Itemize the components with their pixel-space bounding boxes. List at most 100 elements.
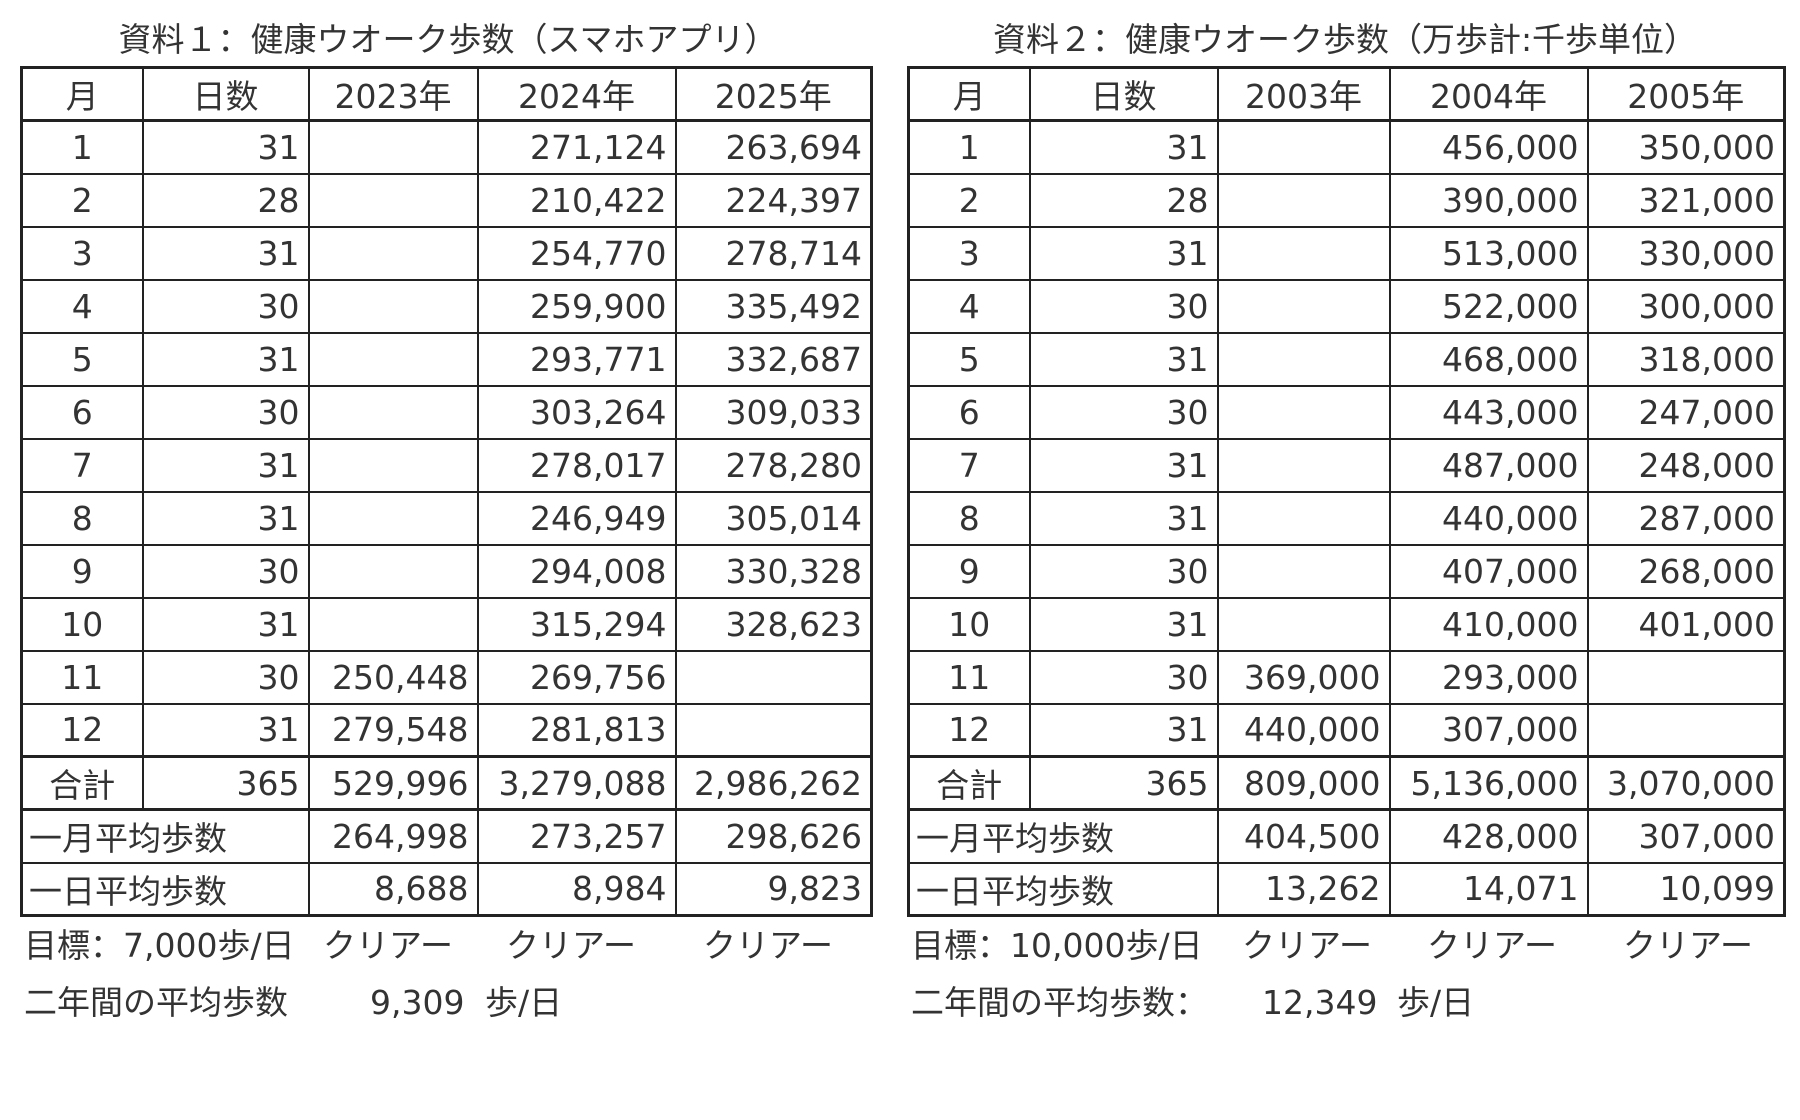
month-cell: 4	[20, 278, 144, 334]
month-cell: 5	[20, 331, 144, 387]
steps-cell: 487,000	[1388, 437, 1589, 493]
steps-cell: 522,000	[1388, 278, 1589, 334]
days-cell: 31	[1028, 119, 1219, 175]
table2-two-year-line: 二年間の平均歩数： 12,349 歩/日	[907, 974, 1783, 1031]
steps-cell	[307, 225, 479, 281]
days-cell: 31	[141, 490, 310, 546]
daily-avg-label: 一日平均歩数	[20, 861, 310, 917]
steps-cell	[307, 278, 479, 334]
table-row: 1 31 271,124 263,694	[20, 119, 873, 175]
total-cell: 365	[141, 755, 310, 811]
table1-daily-avg-row: 一日平均歩数 8,688 8,984 9,823	[20, 861, 873, 917]
table1-header-row: 月日数 2023年 2024年 2025年	[20, 66, 873, 122]
daily-avg-label: 一日平均歩数	[907, 861, 1219, 917]
days-cell: 31	[1028, 437, 1219, 493]
month-cell: 6	[907, 384, 1031, 440]
steps-cell	[1216, 225, 1391, 281]
steps-cell	[1586, 702, 1786, 758]
table-row: 3 31 254,770 278,714	[20, 225, 873, 281]
steps-cell	[1216, 490, 1391, 546]
table2-two-year-unit: 歩/日	[1397, 983, 1475, 1022]
month-cell: 7	[20, 437, 144, 493]
month-cell: 10	[907, 596, 1031, 652]
table1-goal-result-2025: クリアー	[703, 926, 834, 965]
steps-cell: 278,280	[674, 437, 873, 493]
steps-cell: 513,000	[1388, 225, 1589, 281]
days-cell: 31	[1028, 702, 1219, 758]
month-cell: 11	[907, 649, 1031, 705]
steps-cell: 440,000	[1388, 490, 1589, 546]
steps-cell: 250,448	[307, 649, 479, 705]
steps-cell: 318,000	[1586, 331, 1786, 387]
table1-goal-line: 目標：7,000歩/日 クリアー クリアー クリアー	[20, 917, 876, 974]
days-cell: 30	[1028, 649, 1219, 705]
month-cell: 3	[20, 225, 144, 281]
steps-cell: 328,623	[674, 596, 873, 652]
table2-monthly-avg-row: 一月平均歩数 404,500 428,000 307,000	[907, 808, 1786, 864]
table1-body: 月日数 2023年 2024年 2025年 1 31 271,124 263,694 2 28 21…	[20, 66, 873, 917]
steps-cell: 315,294	[476, 596, 677, 652]
days-cell: 30	[141, 384, 310, 440]
monthly-avg-cell: 428,000	[1388, 808, 1589, 864]
steps-cell: 269,756	[476, 649, 677, 705]
monthly-avg-label: 一月平均歩数	[20, 808, 310, 864]
total-label: 合計	[20, 755, 144, 811]
table-row: 10 31 410,000 401,000	[907, 596, 1786, 652]
daily-avg-cell: 14,071	[1388, 861, 1589, 917]
table-row: 9 30 407,000 268,000	[907, 543, 1786, 599]
steps-cell	[1216, 331, 1391, 387]
steps-cell: 401,000	[1586, 596, 1786, 652]
table-row: 4 30 259,900 335,492	[20, 278, 873, 334]
total-cell: 3,279,088	[476, 755, 677, 811]
steps-cell	[307, 119, 479, 175]
steps-cell: 468,000	[1388, 331, 1589, 387]
days-cell: 31	[1028, 596, 1219, 652]
table2-goal-result-2003: クリアー	[1242, 926, 1373, 965]
days-cell: 28	[1028, 172, 1219, 228]
table-row: 4 30 522,000 300,000	[907, 278, 1786, 334]
table-row: 3 31 513,000 330,000	[907, 225, 1786, 281]
steps-cell	[307, 172, 479, 228]
month-cell: 1	[20, 119, 144, 175]
steps-cell: 321,000	[1586, 172, 1786, 228]
steps-cell: 407,000	[1388, 543, 1589, 599]
table2-header-row: 月日数 2003年 2004年 2005年	[907, 66, 1786, 122]
table2-goal-line: 目標：10,000歩/日 クリアー クリアー クリアー	[907, 917, 1783, 974]
steps-cell: 263,694	[674, 119, 873, 175]
steps-cell: 293,000	[1388, 649, 1589, 705]
steps-cell	[1216, 278, 1391, 334]
days-cell: 31	[141, 331, 310, 387]
daily-avg-cell: 10,099	[1586, 861, 1786, 917]
steps-cell: 246,949	[476, 490, 677, 546]
days-cell: 31	[141, 225, 310, 281]
days-cell: 30	[141, 278, 310, 334]
steps-cell: 224,397	[674, 172, 873, 228]
steps-cell	[307, 490, 479, 546]
table-row: 7 31 278,017 278,280	[20, 437, 873, 493]
daily-avg-cell: 8,984	[476, 861, 677, 917]
month-cell: 8	[20, 490, 144, 546]
table1: 月日数 2023年 2024年 2025年 1 31 271,124 263,694 2 28 21…	[20, 66, 873, 917]
table2-daily-avg-row: 一日平均歩数 13,262 14,071 10,099	[907, 861, 1786, 917]
month-cell: 3	[907, 225, 1031, 281]
monthly-avg-cell: 307,000	[1586, 808, 1786, 864]
total-cell: 3,070,000	[1586, 755, 1786, 811]
table-row: 1 31 456,000 350,000	[907, 119, 1786, 175]
month-cell: 1	[907, 119, 1031, 175]
monthly-avg-cell: 273,257	[476, 808, 677, 864]
steps-cell: 332,687	[674, 331, 873, 387]
table-row: 8 31 246,949 305,014	[20, 490, 873, 546]
column-header: 2005年	[1586, 66, 1786, 122]
column-header: 2004年	[1388, 66, 1589, 122]
steps-cell	[307, 437, 479, 493]
table-row: 5 31 293,771 332,687	[20, 331, 873, 387]
table2-body: 月日数 2003年 2004年 2005年 1 31 456,000 350,000 2 28 3 9…	[907, 66, 1786, 917]
column-header: 日数	[1028, 66, 1219, 122]
steps-cell	[307, 543, 479, 599]
month-cell: 2	[907, 172, 1031, 228]
steps-cell: 440,000	[1216, 702, 1391, 758]
month-cell: 7	[907, 437, 1031, 493]
days-cell: 30	[141, 543, 310, 599]
table-row: 11 30 369,000 293,000	[907, 649, 1786, 705]
table-row: 6 30 443,000 247,000	[907, 384, 1786, 440]
